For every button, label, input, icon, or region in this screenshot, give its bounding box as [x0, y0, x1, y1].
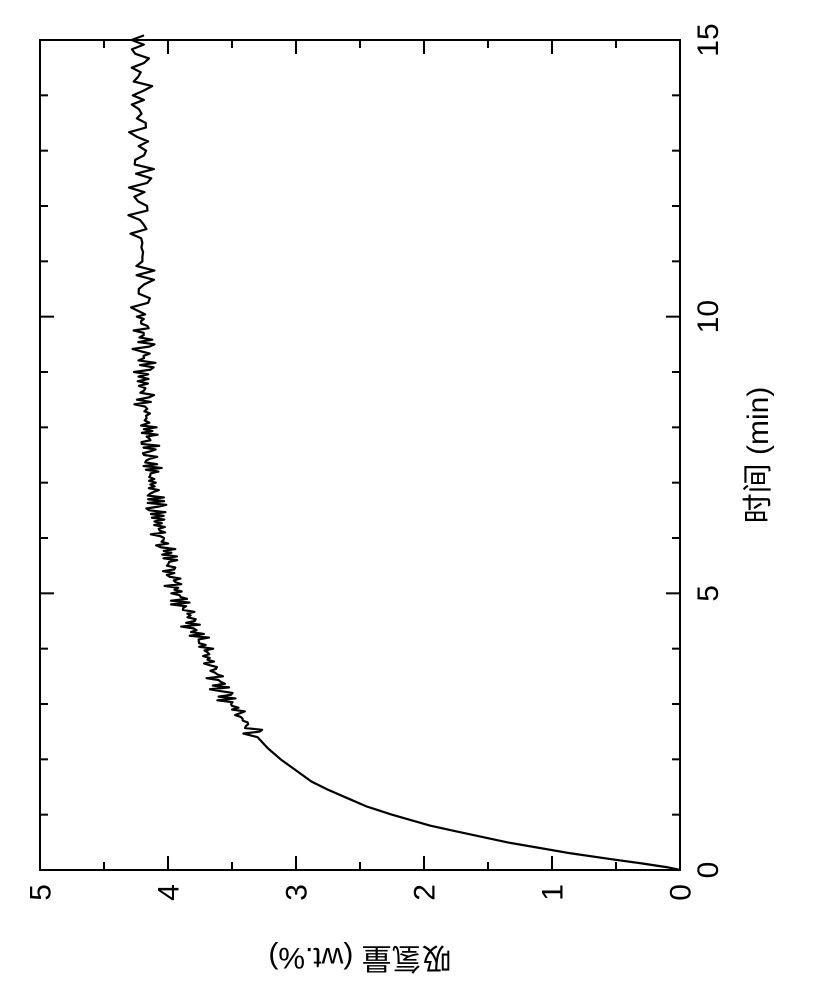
x-tick-label: 15 — [692, 23, 725, 56]
y-tick-label: 0 — [665, 884, 698, 901]
y-tick-label: 4 — [153, 884, 186, 901]
y-axis-label: 吸氢量 (wt.%) — [268, 941, 451, 974]
chart-svg: 0 5 10 15 0 1 2 3 4 5 时间 (min) 吸氢量 (wt.%) — [0, 0, 823, 1000]
y-tick-label: 2 — [409, 884, 442, 901]
y-tick-label: 3 — [281, 884, 314, 901]
y-tick-label: 5 — [25, 884, 58, 901]
x-tick-label: 10 — [692, 300, 725, 333]
y-tick-label: 1 — [537, 884, 570, 901]
x-tick-label: 0 — [692, 862, 725, 879]
chart-figure: 0 5 10 15 0 1 2 3 4 5 时间 (min) 吸氢量 (wt.%) — [0, 0, 823, 1000]
x-tick-label: 5 — [692, 585, 725, 602]
x-axis-label: 时间 (min) — [742, 387, 775, 524]
